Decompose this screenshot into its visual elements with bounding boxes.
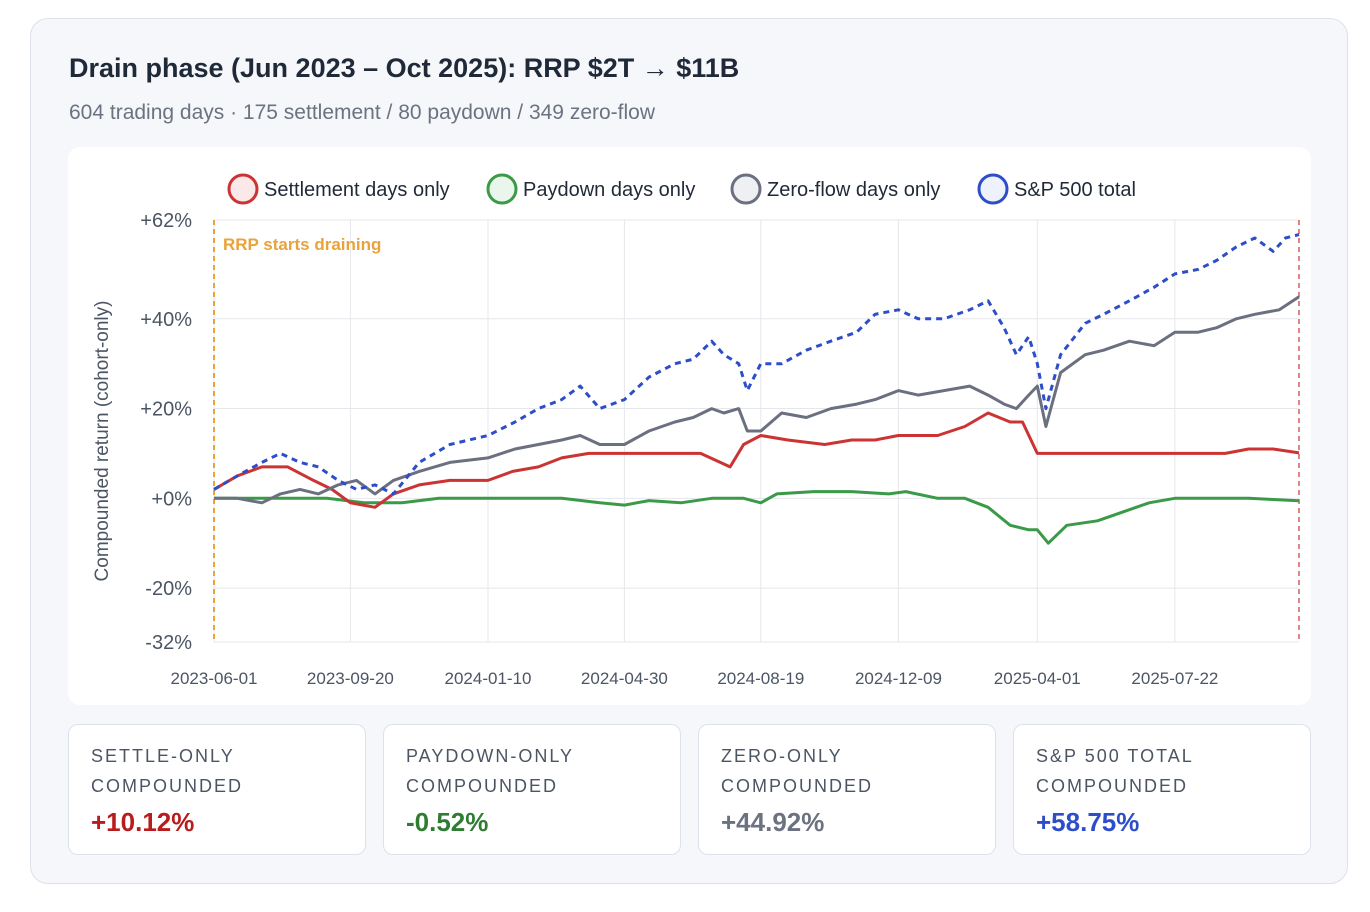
y-tick-label: +20% <box>140 399 192 421</box>
annotation-rrp-starts-draining: RRP starts draining <box>223 235 381 254</box>
stat-label-settle: SETTLE-ONLY COMPOUNDED <box>91 746 244 796</box>
legend-item: Zero-flow days only <box>730 173 940 205</box>
series-line-settlement-days-only <box>213 411 1300 509</box>
stat-label-zero: ZERO-ONLY COMPOUNDED <box>721 746 874 796</box>
legend-label: Paydown days only <box>523 179 695 201</box>
x-tick-label: 2025-07-22 <box>1131 669 1218 688</box>
stat-card-settle: SETTLE-ONLY COMPOUNDED +10.12% <box>68 724 366 855</box>
legend-swatch <box>227 173 259 205</box>
x-tick-label: 2023-06-01 <box>171 669 258 688</box>
x-tick-label: 2024-08-19 <box>717 669 804 688</box>
y-tick-label: -20% <box>145 578 192 600</box>
x-tick-label: 2024-12-09 <box>855 669 942 688</box>
series-line-paydown-days-only <box>214 490 1300 545</box>
drain-phase-card: Drain phase (Jun 2023 – Oct 2025): RRP $… <box>30 18 1348 884</box>
y-tick-label: -32% <box>145 632 192 654</box>
legend-label: Zero-flow days only <box>767 179 940 201</box>
stat-label-paydown: PAYDOWN-ONLY COMPOUNDED <box>406 746 574 796</box>
x-tick-label: 2025-04-01 <box>994 669 1081 688</box>
y-tick-label: +62% <box>140 210 192 232</box>
x-tick-label: 2024-01-10 <box>445 669 532 688</box>
legend-label: Settlement days only <box>264 179 450 201</box>
stat-value-zero: +44.92% <box>721 807 825 837</box>
legend-swatch <box>486 173 518 205</box>
legend-item: Paydown days only <box>486 173 695 205</box>
x-tick-label: 2023-09-20 <box>307 669 394 688</box>
chart-panel: +62% +40% +20% +0% -20% -32% 2023-06-01 2023-09… <box>68 147 1311 705</box>
stat-label-sp500: S&P 500 TOTAL COMPOUNDED <box>1036 746 1194 796</box>
y-axis-label: Compounded return (cohort-only) <box>92 301 113 582</box>
stat-card-zero: ZERO-ONLY COMPOUNDED +44.92% <box>698 724 996 855</box>
stat-card-sp500: S&P 500 TOTAL COMPOUNDED +58.75% <box>1013 724 1311 855</box>
stat-value-paydown: -0.52% <box>406 807 489 837</box>
legend-swatch <box>977 173 1009 205</box>
y-tick-label: +0% <box>151 488 192 510</box>
legend-label: S&P 500 total <box>1014 179 1136 201</box>
card-subtitle: 604 trading days · 175 settlement / 80 p… <box>69 101 656 124</box>
x-tick-label: 2024-04-30 <box>581 669 668 688</box>
stat-value-sp500: +58.75% <box>1036 807 1140 837</box>
legend-item: S&P 500 total <box>977 173 1136 205</box>
series-line-zero-flow-days-only <box>214 295 1300 505</box>
series-line-s-p-500-total <box>213 233 1300 496</box>
y-tick-label: +40% <box>140 309 192 331</box>
legend-item: Settlement days only <box>227 173 450 205</box>
stat-value-settle: +10.12% <box>91 807 195 837</box>
compounded-return-chart: +62% +40% +20% +0% -20% -32% 2023-06-01 2023-09… <box>92 173 1300 688</box>
legend-swatch <box>730 173 762 205</box>
stat-card-paydown: PAYDOWN-ONLY COMPOUNDED -0.52% <box>383 724 681 855</box>
card-title: Drain phase (Jun 2023 – Oct 2025): RRP $… <box>69 53 740 83</box>
